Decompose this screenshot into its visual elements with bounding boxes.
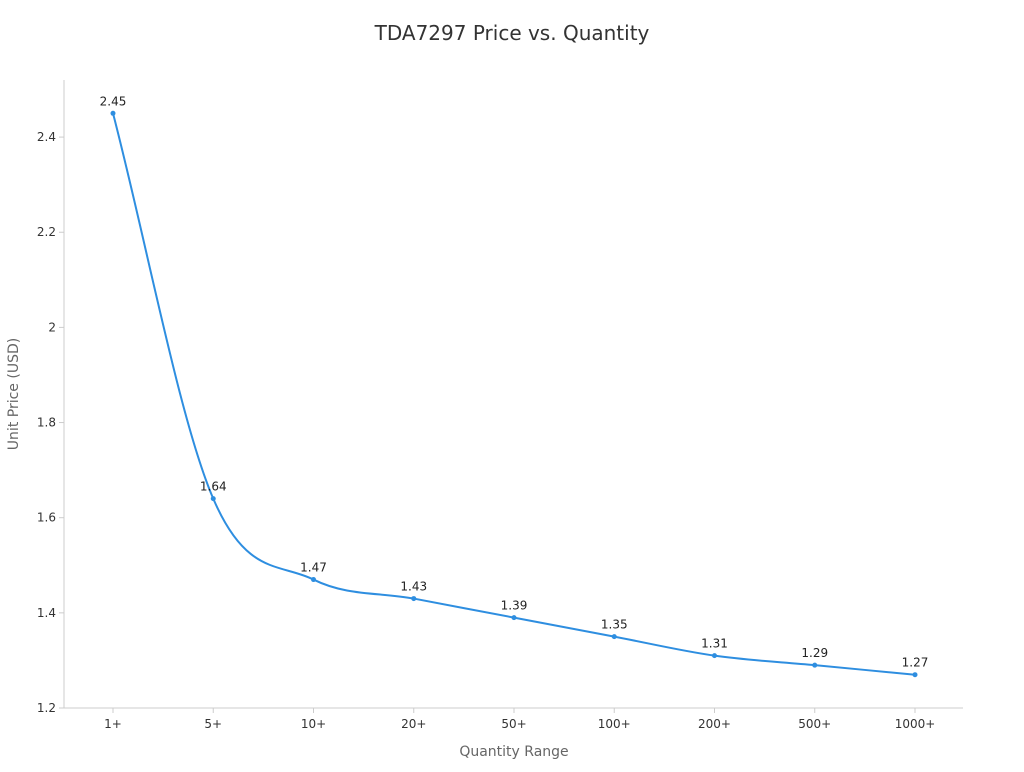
y-axis-title: Unit Price (USD) xyxy=(6,338,22,450)
x-tick-label: 20+ xyxy=(401,717,426,731)
data-point xyxy=(311,577,316,583)
x-tick-label: 1000+ xyxy=(895,717,936,731)
data-labels: 2.45 1.64 1.47 1.43 1.39 1.35 1.31 1.29 1.27 xyxy=(100,94,929,669)
data-point xyxy=(712,653,717,659)
x-tick-label: 10+ xyxy=(301,717,326,731)
data-points xyxy=(110,110,918,678)
x-axis-title: Quantity Range xyxy=(459,744,568,760)
y-tick-label: 1.8 xyxy=(37,416,56,430)
data-point xyxy=(110,110,116,116)
data-point xyxy=(210,496,216,502)
chart-title: TDA7297 Price vs. Quantity xyxy=(374,21,650,45)
series-group xyxy=(112,113,916,676)
x-axis-ticks: 1+ 5+ 10+ 20+ 50+ 100+ 200+ 500+ 1000+ xyxy=(104,708,935,731)
data-label: 1.47 xyxy=(300,561,327,575)
y-tick-label: 2.2 xyxy=(37,225,56,239)
data-label: 1.35 xyxy=(601,618,628,632)
x-tick-label: 5+ xyxy=(204,717,222,731)
data-label: 1.29 xyxy=(801,646,828,660)
data-label: 1.43 xyxy=(400,580,427,594)
data-point xyxy=(611,634,617,640)
y-tick-label: 2 xyxy=(48,320,56,334)
data-label: 1.39 xyxy=(501,599,528,613)
y-tick-label: 1.6 xyxy=(37,511,56,525)
series-line xyxy=(112,113,916,676)
y-tick-label: 1.2 xyxy=(37,701,56,715)
y-tick-label: 1.4 xyxy=(37,606,56,620)
x-tick-label: 200+ xyxy=(698,717,731,731)
y-tick-label: 2.4 xyxy=(37,130,56,144)
x-tick-label: 500+ xyxy=(798,717,831,731)
y-axis-ticks: 1.2 1.4 1.6 1.8 2 2.2 2.4 xyxy=(37,130,64,715)
data-label: 2.45 xyxy=(100,94,127,108)
x-tick-label: 100+ xyxy=(598,717,631,731)
data-point xyxy=(411,596,417,602)
data-point xyxy=(812,662,818,668)
data-label: 1.64 xyxy=(200,480,227,494)
x-tick-label: 1+ xyxy=(104,717,122,731)
data-point xyxy=(511,615,517,621)
x-tick-label: 50+ xyxy=(501,717,526,731)
data-point xyxy=(912,672,918,678)
data-label: 1.27 xyxy=(902,656,929,670)
data-label: 1.31 xyxy=(701,637,728,651)
